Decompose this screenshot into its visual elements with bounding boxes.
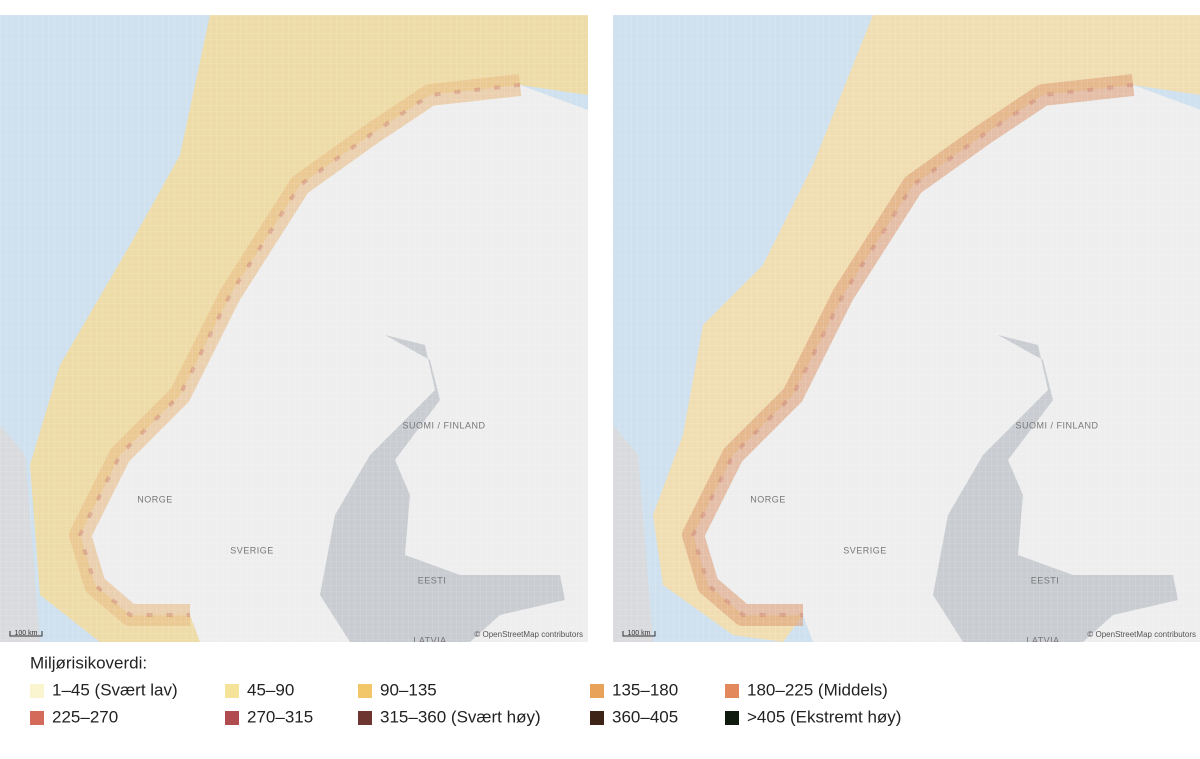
scale-bar	[622, 631, 656, 637]
grid	[613, 15, 1200, 642]
place-label: LATVIA	[413, 635, 446, 645]
legend-label: 90–135	[380, 680, 437, 699]
legend-swatch	[225, 684, 239, 698]
place-label: SUOMI / FINLAND	[1015, 420, 1098, 430]
scale-bar	[9, 631, 43, 637]
legend-label: 225–270	[52, 707, 118, 726]
legend-label: 360–405	[612, 707, 678, 726]
legend-swatch	[590, 711, 604, 725]
legend-label: 180–225 (Middels)	[747, 680, 888, 699]
legend-swatch	[30, 684, 44, 698]
grid	[0, 15, 588, 642]
place-label: NORGE	[137, 494, 173, 504]
attribution: © OpenStreetMap contributors	[474, 630, 583, 639]
attribution: © OpenStreetMap contributors	[1087, 630, 1196, 639]
legend-label: 135–180	[612, 680, 678, 699]
scale-label: 100 km	[628, 630, 651, 637]
legend-swatch	[358, 711, 372, 725]
place-label: SVERIGE	[230, 545, 274, 555]
map: NORGE SVERIGE SUOMI / FINLAND EESTI LATVIA 10…	[0, 15, 588, 645]
place-label: SUOMI / FINLAND	[402, 420, 485, 430]
legend-swatch	[30, 711, 44, 725]
place-label: LATVIA	[1026, 635, 1059, 645]
legend-swatch	[725, 684, 739, 698]
legend-swatch	[225, 711, 239, 725]
legend-swatch	[358, 684, 372, 698]
place-label: EESTI	[418, 575, 447, 585]
legend-label: 45–90	[247, 680, 294, 699]
place-label: SVERIGE	[843, 545, 887, 555]
legend-swatch	[725, 711, 739, 725]
legend-label: 270–315	[247, 707, 313, 726]
legend-label: >405 (Ekstremt høy)	[747, 707, 901, 726]
legend-label: 315–360 (Svært høy)	[380, 707, 541, 726]
scale-label: 100 km	[15, 630, 38, 637]
place-label: NORGE	[750, 494, 786, 504]
legend-title: Miljørisikoverdi:	[30, 653, 147, 672]
legend-swatch	[590, 684, 604, 698]
legend-label: 1–45 (Svært lav)	[52, 680, 178, 699]
place-label: EESTI	[1031, 575, 1060, 585]
map: NORGE SVERIGE SUOMI / FINLAND EESTI LATVIA 10…	[613, 15, 1200, 645]
